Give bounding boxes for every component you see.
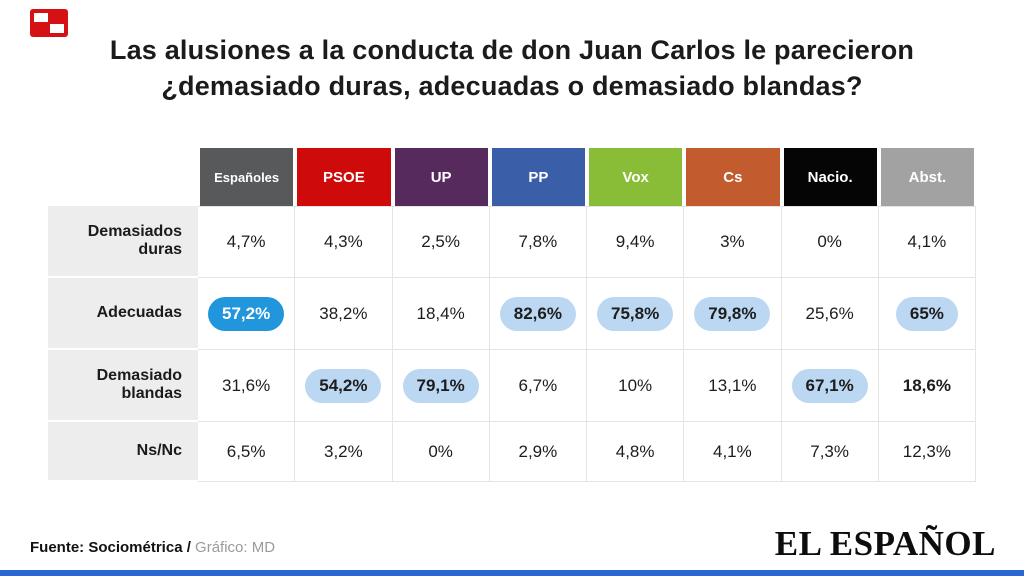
table-cell: 79,8% <box>684 278 782 350</box>
value: 3% <box>720 232 745 251</box>
column-header-up: UP <box>392 148 490 206</box>
table-cell: 6,5% <box>198 422 296 482</box>
table-cell: 4,1% <box>878 206 976 278</box>
highlighted-value: 54,2% <box>305 368 382 403</box>
value: 7,8% <box>518 232 558 251</box>
table-cell: 7,8% <box>489 206 587 278</box>
table-cell: 4,7% <box>198 206 296 278</box>
table-cell: 0% <box>781 206 879 278</box>
table-cell: 3,2% <box>295 422 393 482</box>
row-label: Demasiados duras <box>48 206 198 278</box>
page-title-line2: ¿demasiado duras, adecuadas o demasiado … <box>161 71 863 102</box>
value: 4,1% <box>713 441 752 461</box>
brand-wordmark: EL ESPAÑOL <box>774 524 996 563</box>
table-cell: 67,1% <box>781 350 879 422</box>
value: 6,7% <box>518 375 558 395</box>
highlighted-value: 75,8% <box>597 296 674 331</box>
value: 9,4% <box>615 232 655 251</box>
row-label: Adecuadas <box>48 278 198 350</box>
row-label: Ns/Nc <box>48 422 198 482</box>
page-title-line1: Las alusiones a la conducta de don Juan … <box>109 35 915 65</box>
table-cell: 0% <box>392 422 490 482</box>
table-cell: 4,1% <box>684 422 782 482</box>
table-cell: 12,3% <box>878 422 976 482</box>
table-cell: 4,8% <box>587 422 685 482</box>
column-header-abst: Abst. <box>878 148 976 206</box>
column-header-pp: PP <box>489 148 587 206</box>
value: 2,5% <box>421 232 460 251</box>
column-header-cs: Cs <box>684 148 782 206</box>
table-cell: 10% <box>587 350 685 422</box>
value: 38,2% <box>319 303 368 323</box>
table-cell: 25,6% <box>781 278 879 350</box>
source-label: Fuente: Sociométrica / <box>30 539 191 556</box>
table-cell: 9,4% <box>587 206 685 278</box>
table-row: Ns/Nc 6,5% 3,2% 0% 2,9% 4,8% 4,1% 7,3% 12,3% <box>48 422 976 482</box>
value: 2,9% <box>518 441 558 461</box>
table-cell: 4,3% <box>295 206 393 278</box>
table-cell: 31,6% <box>198 350 296 422</box>
highlighted-value: 79,8% <box>694 296 771 331</box>
source-line: Fuente: Sociométrica / Gráfico: MD <box>30 539 275 556</box>
column-header-vox: Vox <box>587 148 685 206</box>
value: 13,1% <box>708 375 757 395</box>
highlighted-value: 67,1% <box>791 368 868 403</box>
bottom-accent-bar <box>0 570 1024 576</box>
value: 10% <box>618 375 653 395</box>
value: 4,8% <box>615 441 655 461</box>
table-cell: 38,2% <box>295 278 393 350</box>
table-cell: 54,2% <box>295 350 393 422</box>
table-body: Demasiados duras 4,7% 4,3% 2,5% 7,8% 9,4% 3% 0%… <box>48 206 976 482</box>
highlighted-value: 65% <box>895 296 958 331</box>
table-cell: 6,7% <box>489 350 587 422</box>
table-row: Adecuadas 57,2% 38,2% 18,4% 82,6% 75,8% 79,8% 2… <box>48 278 976 350</box>
value: 4,1% <box>907 232 947 251</box>
highlighted-value: 82,6% <box>499 296 576 331</box>
survey-table: Españoles PSOE UP PP Vox Cs Nacio. Abst. Demasi… <box>48 148 976 482</box>
table-row: Demasiado blandas 31,6% 54,2% 79,1% 6,7% 10% 1… <box>48 350 976 422</box>
table-cell: 57,2% <box>198 278 296 350</box>
table-corner <box>48 148 198 206</box>
credit-label: Gráfico: MD <box>190 539 276 556</box>
el-espanol-logo-icon <box>30 9 68 37</box>
value: 25,6% <box>805 303 854 323</box>
table-cell: 2,5% <box>392 206 490 278</box>
value: 4,3% <box>324 232 363 251</box>
value: 18,6% <box>902 375 951 395</box>
table-header-row: Españoles PSOE UP PP Vox Cs Nacio. Abst. <box>48 148 976 206</box>
page-title: Las alusiones a la conducta de don Juan … <box>0 32 1024 105</box>
row-label: Demasiado blandas <box>48 350 198 422</box>
value: 4,7% <box>226 232 266 251</box>
column-header-espaoles: Españoles <box>198 148 296 206</box>
value: 31,6% <box>222 375 271 395</box>
column-header-psoe: PSOE <box>295 148 393 206</box>
table-row: Demasiados duras 4,7% 4,3% 2,5% 7,8% 9,4% 3% 0%… <box>48 206 976 278</box>
highlighted-value: 57,2% <box>208 296 285 331</box>
value: 3,2% <box>324 441 363 461</box>
table-cell: 65% <box>878 278 976 350</box>
value: 6,5% <box>226 441 266 461</box>
table-cell: 75,8% <box>587 278 685 350</box>
table-cell: 2,9% <box>489 422 587 482</box>
value: 0% <box>428 441 453 461</box>
table-cell: 13,1% <box>684 350 782 422</box>
table-cell: 18,6% <box>878 350 976 422</box>
value: 12,3% <box>902 441 951 461</box>
table-cell: 79,1% <box>392 350 490 422</box>
table-cell: 82,6% <box>489 278 587 350</box>
table-cell: 7,3% <box>781 422 879 482</box>
column-header-nacio: Nacio. <box>781 148 879 206</box>
table-cell: 18,4% <box>392 278 490 350</box>
table-cell: 3% <box>684 206 782 278</box>
value: 7,3% <box>810 441 849 461</box>
value: 18,4% <box>416 303 465 323</box>
highlighted-value: 79,1% <box>402 368 479 403</box>
value: 0% <box>817 232 842 251</box>
